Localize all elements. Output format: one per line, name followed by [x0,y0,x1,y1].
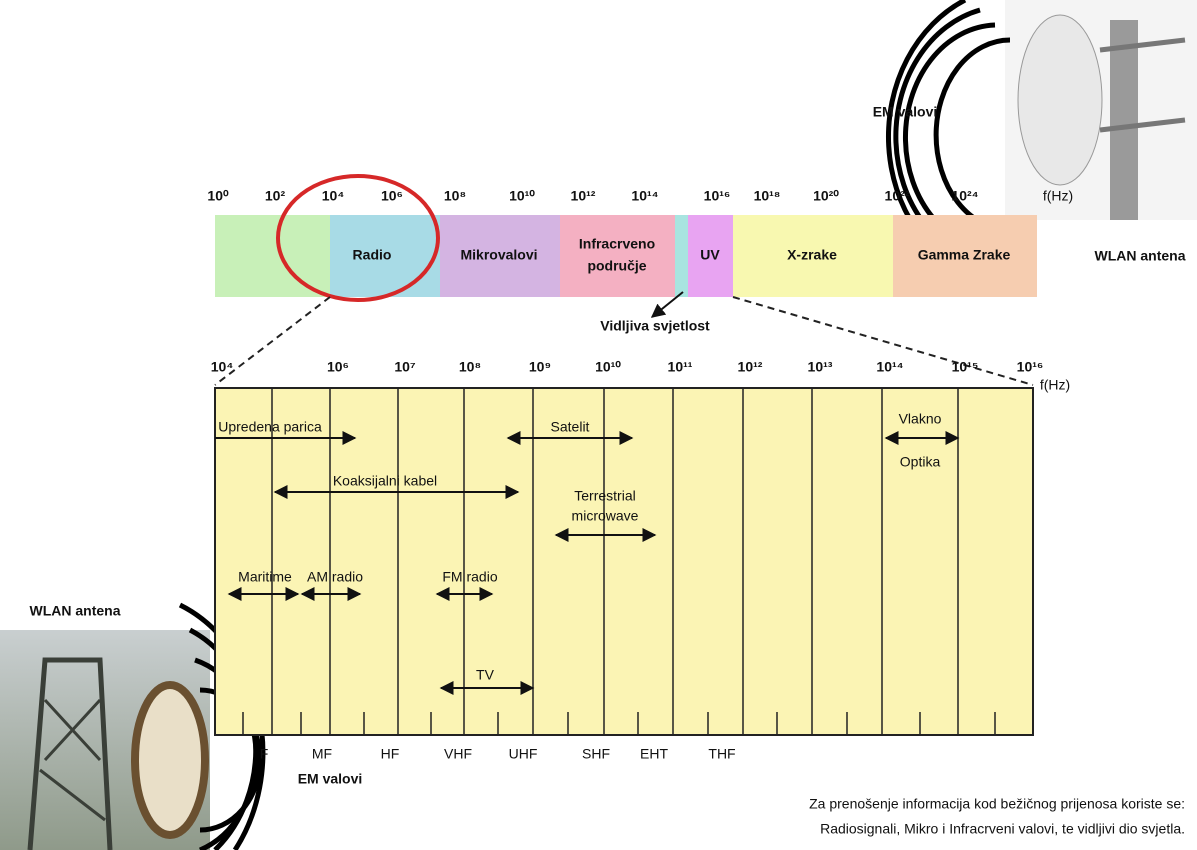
tick-label: 10⁹ [529,359,551,375]
media-label: Upredena parica [218,419,322,435]
band-label: X-zrake [787,247,837,263]
tick-label: 10¹⁰ [509,188,535,204]
antenna-photo-left [0,630,210,850]
band-label: EHT [640,746,668,762]
caption: Za prenošenje informacija kod bežičnog p… [809,796,1185,812]
detail-chart [214,387,1034,736]
tick-label: 10¹⁰ [595,359,621,375]
tick-label: 10⁴ [322,188,345,204]
band-label: THF [708,746,735,762]
tick-label: 10⁶ [381,188,403,204]
media-label: Terrestrial [574,488,635,504]
tick-label: 10⁴ [211,359,234,375]
media-label: Maritime [238,569,292,585]
band-label: VHF [444,746,472,762]
tick-label: 10¹⁸ [754,188,781,204]
tick-label: 10¹⁴ [631,188,658,204]
media-label: AM radio [307,569,363,585]
media-label: Vlakno [899,411,942,427]
caption: Radiosignali, Mikro i Infracrveni valovi… [820,821,1185,837]
media-label: microwave [572,508,639,524]
tick-label: 10⁸ [459,359,481,375]
label: WLAN antena [30,603,121,619]
radio-highlight [276,174,440,302]
band-label: HF [381,746,400,762]
label: EM valovi [873,104,938,120]
tick-label: 10¹⁶ [1017,359,1044,375]
band-label: UV [700,247,720,263]
band-label: F [260,746,269,762]
tick-label: 10¹⁵ [952,359,979,375]
tick-label: 10¹² [738,359,763,375]
tick-label: 10¹¹ [668,359,693,375]
spectrum-bar [215,215,1037,297]
band-label: Infracrveno [579,236,655,252]
zoom-line [214,296,331,386]
tick-label: 10²⁴ [951,188,978,204]
tick-label: 10¹³ [808,359,833,375]
media-label: Satelit [551,419,590,435]
tick-label: 10¹⁴ [876,359,903,375]
media-label: FM radio [442,569,497,585]
tick-label: 10²² [885,188,910,204]
label: Vidljiva svjetlost [600,318,710,334]
media-label: Koaksijalni kabel [333,473,437,489]
tick-label: 10⁶ [327,359,349,375]
tick-label: 10²⁰ [813,188,839,204]
tick-label: 10⁸ [444,188,466,204]
label: WLAN antena [1095,248,1186,264]
band-label: Gamma Zrake [918,247,1011,263]
tick-label: 10⁷ [394,359,416,375]
tick-label: 10¹² [571,188,596,204]
band-label: SHF [582,746,610,762]
unit: f(Hz) [1040,377,1070,393]
band-label: MF [312,746,332,762]
band-label: Mikrovalovi [460,247,537,263]
visible-arrow [650,291,684,318]
media-label: Optika [900,454,941,470]
antenna-photo-right [1005,0,1197,220]
tick-label: 10¹⁶ [704,188,731,204]
band-label: UHF [509,746,538,762]
unit: f(Hz) [1043,188,1073,204]
zoom-line [732,296,1034,386]
band-label: Radio [353,247,392,263]
tick-label: 10² [265,188,286,204]
label: EM valovi [298,771,363,787]
tick-label: 10⁰ [207,188,229,204]
band-label: područje [587,258,646,274]
media-label: TV [476,667,495,683]
